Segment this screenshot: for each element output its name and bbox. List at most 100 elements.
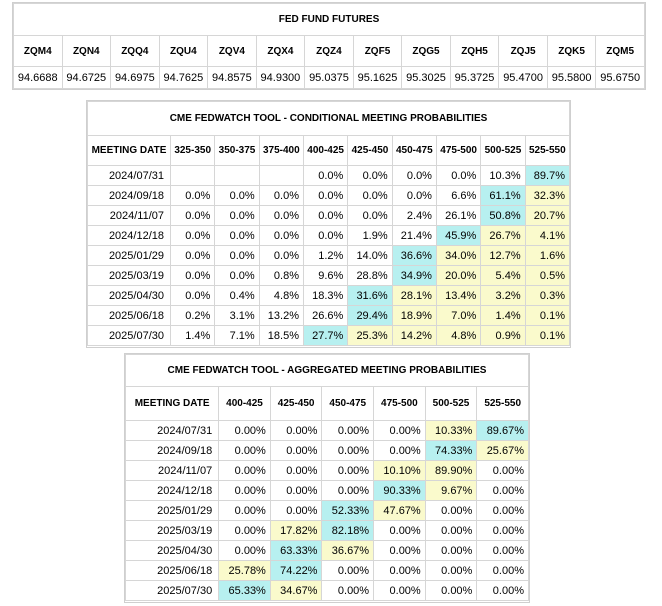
meeting-date-cell: 2024/09/18 (87, 185, 171, 206)
rate-range-header: 450-475 (321, 386, 375, 421)
probability-cell: 0.00% (424, 580, 478, 601)
rate-range-header: 450-475 (391, 135, 437, 166)
probability-cell: 0.00% (424, 560, 478, 581)
probability-cell: 89.90% (424, 460, 478, 481)
probability-cell: 26.6% (302, 305, 349, 326)
probability-cell: 18.9% (391, 305, 437, 326)
probability-cell: 0.00% (476, 480, 529, 501)
probability-cell: 0.0% (302, 205, 349, 226)
probability-cell: 17.82% (269, 520, 323, 541)
probability-cell: 0.00% (424, 500, 478, 521)
conditional-probabilities-table: CME FEDWATCH TOOL - CONDITIONAL MEETING … (87, 101, 571, 346)
probability-cell: 20.7% (524, 205, 571, 226)
probability-cell: 0.00% (321, 440, 375, 461)
probability-cell: 28.1% (391, 285, 437, 306)
futures-price-cell: 95.4700 (498, 66, 548, 89)
probability-cell: 0.00% (269, 480, 323, 501)
table-row: 2025/04/30 0.0% 0.4% 4.8% 18.3% 31.6% 28.1% 13.… (87, 285, 571, 306)
meeting-date-cell: 2025/06/18 (124, 560, 220, 581)
probability-cell: 0.00% (476, 500, 529, 521)
probability-cell: 0.3% (524, 285, 571, 306)
contract-header: ZQH5 (449, 35, 500, 67)
contract-header: ZQX4 (255, 35, 306, 67)
probability-cell: 9.67% (424, 480, 478, 501)
meeting-date-header: MEETING DATE (87, 135, 171, 166)
table-row: 2025/03/19 0.00% 17.82% 82.18% 0.00% 0.00% 0.0… (124, 520, 529, 541)
probability-cell: 61.1% (480, 185, 526, 206)
probability-cell: 7.1% (214, 325, 260, 346)
table-row: 2024/12/18 0.00% 0.00% 0.00% 90.33% 9.67% 0.00… (124, 480, 529, 501)
aggregated-title: CME FEDWATCH TOOL - AGGREGATED MEETING P… (125, 354, 529, 387)
futures-price-cell: 95.3025 (401, 66, 451, 89)
probability-cell: 31.6% (347, 285, 393, 306)
rate-range-header: 425-450 (269, 386, 323, 421)
probability-cell: 0.0% (302, 165, 349, 186)
table-row: 2025/01/29 0.00% 0.00% 52.33% 47.67% 0.00% 0.0… (124, 500, 529, 521)
meeting-date-cell: 2025/03/19 (124, 520, 220, 541)
probability-cell: 12.7% (480, 245, 526, 266)
meeting-date-cell: 2025/03/19 (87, 265, 171, 286)
probability-cell: 0.00% (218, 420, 271, 441)
probability-cell: 0.00% (424, 540, 478, 561)
contract-header: ZQU4 (158, 35, 209, 67)
meeting-date-cell: 2025/07/30 (124, 580, 220, 601)
table-row: 2024/11/07 0.00% 0.00% 0.00% 10.10% 89.90% 0.0… (124, 460, 529, 481)
probability-cell: 0.00% (476, 560, 529, 581)
probability-cell: 4.1% (524, 225, 571, 246)
probability-cell: 1.9% (347, 225, 393, 246)
probability-cell: 20.0% (435, 265, 482, 286)
meeting-date-cell: 2025/01/29 (124, 500, 220, 521)
probability-cell: 4.8% (258, 285, 304, 306)
probability-cell: 0.00% (373, 560, 426, 581)
rate-range-header: 425-450 (347, 135, 393, 166)
probability-cell: 5.4% (480, 265, 526, 286)
probability-cell: 0.0% (214, 225, 260, 246)
probability-cell: 14.2% (391, 325, 437, 346)
probability-cell: 13.2% (258, 305, 304, 326)
probability-cell: 14.0% (347, 245, 393, 266)
rate-range-header: 400-425 (302, 135, 349, 166)
probability-cell: 36.67% (321, 540, 375, 561)
probability-cell: 13.4% (435, 285, 482, 306)
probability-cell: 21.4% (391, 225, 437, 246)
probability-cell: 0.00% (476, 540, 529, 561)
contract-header: ZQM4 (13, 35, 63, 67)
probability-cell: 0.00% (269, 500, 323, 521)
probability-cell: 0.00% (218, 500, 271, 521)
probability-cell: 65.33% (218, 580, 271, 601)
probability-cell: 0.0% (169, 265, 216, 286)
aggregated-probabilities-table: CME FEDWATCH TOOL - AGGREGATED MEETING P… (124, 354, 529, 601)
meeting-date-cell: 2024/07/31 (124, 420, 220, 441)
contract-header: ZQG5 (401, 35, 451, 67)
rate-range-header: 475-500 (373, 386, 426, 421)
probability-cell: 0.0% (347, 185, 393, 206)
probability-cell: 0.0% (258, 245, 304, 266)
probability-cell: 0.0% (214, 245, 260, 266)
probability-cell: 0.00% (269, 420, 323, 441)
probability-cell (214, 165, 260, 186)
futures-price-cell: 94.7625 (158, 66, 209, 89)
rate-range-header: 525-550 (524, 135, 571, 166)
probability-cell: 0.00% (476, 580, 529, 601)
contract-header: ZQK5 (546, 35, 597, 67)
probability-cell: 0.00% (373, 580, 426, 601)
probability-cell: 0.8% (258, 265, 304, 286)
probability-cell: 3.1% (214, 305, 260, 326)
conditional-header-row: MEETING DATE 325-350 350-375 375-400 400-42… (87, 135, 571, 166)
probability-cell: 25.78% (218, 560, 271, 581)
probability-cell: 0.0% (347, 205, 393, 226)
probability-cell: 0.0% (258, 225, 304, 246)
probability-cell (169, 165, 216, 186)
futures-price-cell: 94.6975 (110, 66, 160, 89)
probability-cell: 27.7% (302, 325, 349, 346)
probability-cell: 0.00% (269, 460, 323, 481)
probability-cell: 29.4% (347, 305, 393, 326)
table-row: 2025/06/18 25.78% 74.22% 0.00% 0.00% 0.00% 0.0… (124, 560, 529, 581)
table-row: 2025/07/30 65.33% 34.67% 0.00% 0.00% 0.00% 0.0… (124, 580, 529, 601)
probability-cell: 1.6% (524, 245, 571, 266)
rate-range-header: 475-500 (435, 135, 482, 166)
probability-cell: 0.0% (258, 185, 304, 206)
probability-cell: 25.3% (347, 325, 393, 346)
probability-cell: 0.0% (347, 165, 393, 186)
meeting-date-cell: 2024/11/07 (87, 205, 171, 226)
